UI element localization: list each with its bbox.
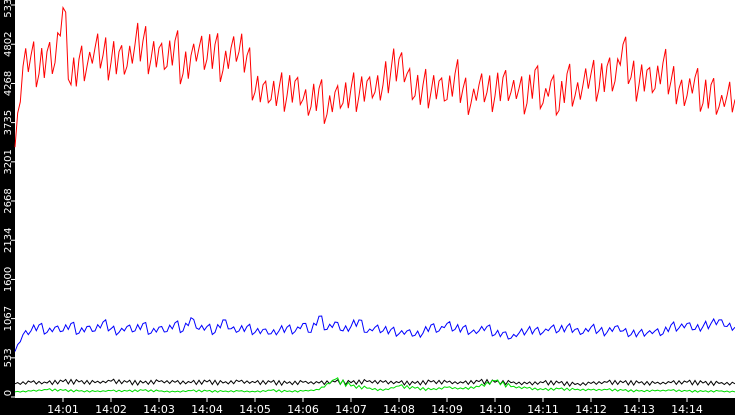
x-tick-label: 14:14 bbox=[671, 403, 703, 415]
series-black-line bbox=[14, 378, 735, 388]
x-tick-label: 14:04 bbox=[191, 403, 223, 415]
y-tick-label: 4802 bbox=[3, 32, 14, 57]
y-tick-label: 5336 bbox=[3, 0, 14, 18]
x-tick-label: 14:01 bbox=[47, 403, 79, 415]
y-tick-label: 0 bbox=[3, 390, 14, 396]
x-tick-label: 14:02 bbox=[95, 403, 127, 415]
x-tick-label: 14:09 bbox=[431, 403, 463, 415]
x-tick-label: 14:12 bbox=[575, 403, 607, 415]
y-tick-label: 1067 bbox=[3, 306, 14, 331]
x-axis-bar bbox=[0, 398, 735, 415]
x-tick-label: 14:11 bbox=[527, 403, 559, 415]
x-tick-label: 14:13 bbox=[623, 403, 655, 415]
y-tick-label: 2134 bbox=[3, 228, 14, 253]
series-green-line bbox=[14, 377, 735, 393]
plot-area bbox=[15, 0, 735, 398]
x-tick-label: 14:08 bbox=[383, 403, 415, 415]
y-tick-label: 1600 bbox=[3, 267, 14, 292]
y-axis-bar bbox=[0, 0, 15, 415]
series-blue-line bbox=[14, 315, 735, 352]
x-axis: 14:01 14:02 14:03 14:04 14:05 14:06 14:07 14:08… bbox=[47, 398, 703, 415]
x-tick-label: 14:10 bbox=[479, 403, 511, 415]
x-tick-label: 14:07 bbox=[335, 403, 367, 415]
y-tick-label: 3735 bbox=[3, 110, 14, 135]
y-axis: 0 533 1067 1600 2134 2668 3201 3735 4268 4802 5336 bbox=[3, 0, 15, 398]
y-tick-label: 533 bbox=[3, 348, 14, 367]
y-tick-label: 2668 bbox=[3, 188, 14, 213]
y-tick-label: 4268 bbox=[3, 71, 14, 96]
y-tick-label: 3201 bbox=[3, 149, 14, 174]
x-tick-label: 14:03 bbox=[143, 403, 175, 415]
x-tick-label: 14:05 bbox=[239, 403, 271, 415]
series-red-line bbox=[14, 6, 735, 148]
x-tick-label: 14:06 bbox=[287, 403, 319, 415]
series-layer bbox=[14, 6, 735, 393]
